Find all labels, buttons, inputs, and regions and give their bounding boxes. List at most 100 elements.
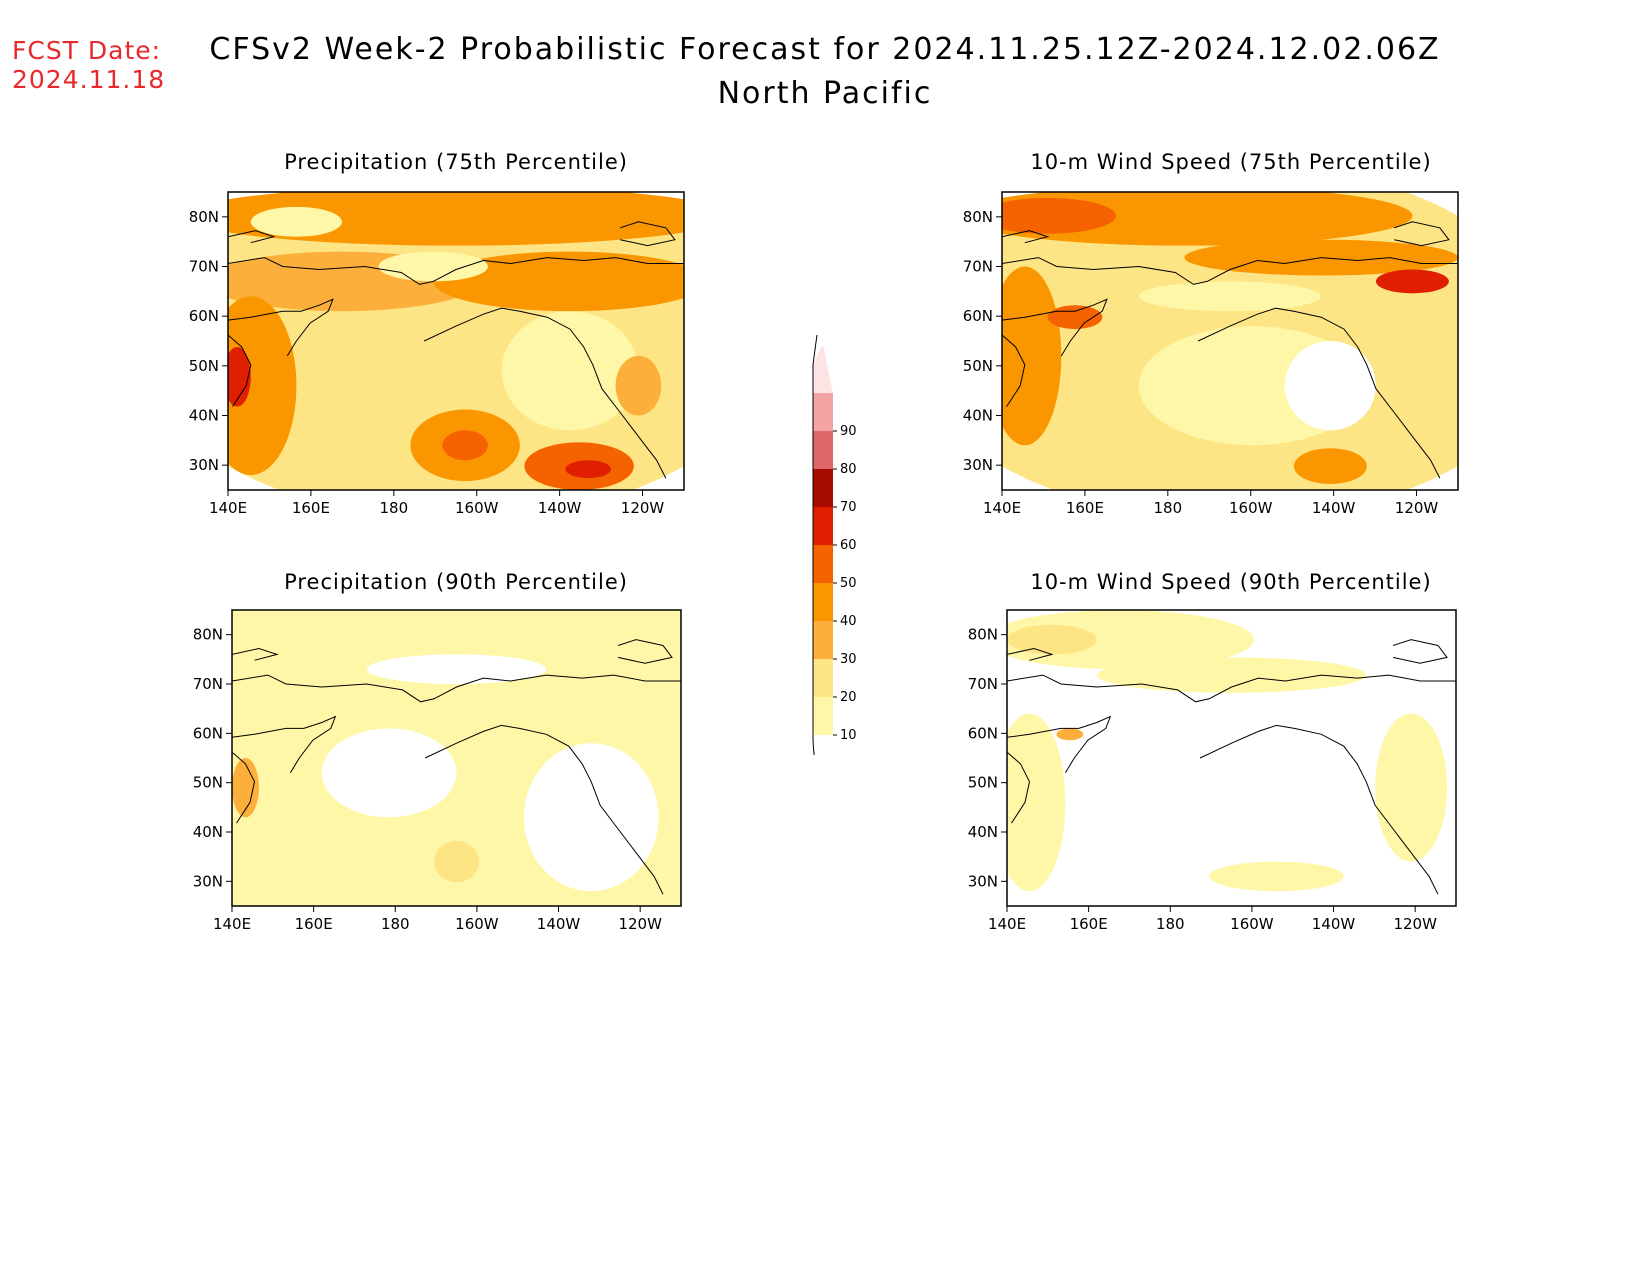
colorbar-segment	[813, 583, 833, 621]
coastline	[228, 257, 684, 285]
lat-tick-label: 50N	[189, 357, 219, 375]
panel-wind-90: 10-m Wind Speed (90th Percentile) 80N 70N…	[945, 570, 1465, 933]
lat-tick-label: 30N	[963, 456, 993, 474]
coastline	[1002, 298, 1108, 357]
coastline	[620, 221, 676, 247]
coastline	[228, 230, 276, 244]
colorbar-level-label: 70	[840, 500, 857, 515]
colorbar-level-label: 80	[840, 462, 857, 477]
coastline	[1197, 307, 1441, 479]
lat-tick-label: 70N	[189, 258, 219, 276]
lon-tick-label: 140W	[1312, 915, 1356, 933]
fcst-date-caption: FCST Date:	[12, 36, 162, 65]
panel-precip-90: Precipitation (90th Percentile) 80N 70N 60…	[170, 570, 690, 933]
lat-tick-label: 30N	[193, 872, 223, 890]
map-frame	[1006, 609, 1457, 907]
lon-tick-label: 160W	[1230, 915, 1274, 933]
coastline	[617, 639, 673, 664]
forecast-date-label: FCST Date: 2024.11.18	[12, 36, 165, 94]
coastline	[232, 751, 256, 824]
colorbar-segment	[813, 545, 833, 583]
lat-tick-label: 80N	[968, 626, 998, 644]
coastline	[1002, 257, 1458, 285]
map-precip-75: 80N 70N 60N 50N 40N 30N 140E 160E 180 160W 140W 120…	[189, 191, 685, 517]
lat-tick-label: 70N	[968, 675, 998, 693]
lon-tick-label: 160W	[455, 499, 499, 517]
lat-tick-label: 80N	[189, 208, 219, 226]
coastline	[1002, 334, 1026, 407]
lon-tick-label: 180	[379, 499, 408, 517]
coastline	[1007, 647, 1054, 661]
lon-tick-label: 160E	[295, 915, 333, 933]
coastline	[424, 724, 664, 895]
lon-tick-label: 120W	[1395, 499, 1439, 517]
lon-tick-label: 160E	[1066, 499, 1104, 517]
colorbar-segment	[813, 345, 833, 393]
coastline	[1199, 724, 1439, 895]
panel-precip-75: Precipitation (75th Percentile) 80N 70N 60…	[170, 150, 690, 517]
map-frame	[227, 191, 685, 491]
coastline	[1007, 674, 1456, 703]
lat-tick-label: 30N	[189, 456, 219, 474]
coastline	[1392, 639, 1448, 664]
coastline	[1007, 751, 1031, 824]
panel-wind-75: 10-m Wind Speed (75th Percentile) 80N 70N…	[945, 150, 1465, 517]
lat-tick-label: 60N	[963, 307, 993, 325]
lat-tick-label: 50N	[968, 774, 998, 792]
lat-tick-label: 60N	[968, 724, 998, 742]
lon-tick-label: 140E	[988, 915, 1026, 933]
lat-tick-label: 80N	[193, 626, 223, 644]
lon-tick-label: 140W	[537, 915, 581, 933]
panel-title: 10-m Wind Speed (90th Percentile)	[1030, 570, 1432, 594]
probability-field	[1007, 610, 1456, 906]
coastline	[232, 674, 681, 703]
probability-field	[1002, 192, 1458, 490]
colorbar-segment	[813, 659, 833, 697]
map-frame	[1001, 191, 1459, 491]
coastline	[1394, 221, 1450, 247]
lon-tick-label: 180	[1156, 915, 1185, 933]
panel-title: Precipitation (75th Percentile)	[284, 150, 628, 174]
lon-tick-label: 120W	[621, 499, 665, 517]
colorbar-level-label: 60	[840, 538, 857, 553]
lat-tick-label: 50N	[193, 774, 223, 792]
lat-tick-label: 80N	[963, 208, 993, 226]
lat-tick-label: 70N	[193, 675, 223, 693]
lon-tick-label: 140E	[983, 499, 1021, 517]
lon-tick-label: 140E	[209, 499, 247, 517]
lat-tick-label: 30N	[968, 872, 998, 890]
colorbar-level-label: 50	[840, 576, 857, 591]
lat-tick-label: 40N	[189, 407, 219, 425]
lon-tick-label: 180	[1153, 499, 1182, 517]
colorbar-segment	[813, 621, 833, 659]
coastline	[1007, 715, 1112, 774]
colorbar: 10 20 30 40 50 60 70 80 90	[812, 335, 857, 755]
lon-tick-label: 140W	[1312, 499, 1356, 517]
colorbar-level-label: 10	[840, 728, 857, 743]
coastline	[423, 307, 667, 479]
coastline	[232, 647, 279, 661]
lon-tick-label: 140E	[213, 915, 251, 933]
colorbar-level-label: 90	[840, 424, 857, 439]
lon-tick-label: 140W	[538, 499, 582, 517]
lat-tick-label: 60N	[189, 307, 219, 325]
lat-tick-label: 50N	[963, 357, 993, 375]
lon-tick-label: 160W	[1229, 499, 1273, 517]
lat-tick-label: 40N	[968, 823, 998, 841]
colorbar-segment	[813, 393, 833, 431]
coastline	[232, 715, 337, 774]
colorbar-level-label: 30	[840, 652, 857, 667]
region-subtitle: North Pacific	[717, 76, 933, 111]
lon-tick-label: 160E	[292, 499, 330, 517]
map-wind-75: 80N 70N 60N 50N 40N 30N 140E 160E 180 160W 140W 120…	[963, 191, 1459, 517]
fcst-date-value: 2024.11.18	[12, 65, 166, 94]
colorbar-segment	[813, 431, 833, 469]
map-precip-90: 80N 70N 60N 50N 40N 30N 140E 160E 180 160W 140W 120…	[193, 609, 682, 933]
panel-title: 10-m Wind Speed (75th Percentile)	[1030, 150, 1432, 174]
lat-tick-label: 60N	[193, 724, 223, 742]
lon-tick-label: 120W	[618, 915, 662, 933]
panel-title: Precipitation (90th Percentile)	[284, 570, 628, 594]
lon-tick-label: 120W	[1393, 915, 1437, 933]
lat-tick-label: 70N	[963, 258, 993, 276]
lon-tick-label: 160E	[1070, 915, 1108, 933]
